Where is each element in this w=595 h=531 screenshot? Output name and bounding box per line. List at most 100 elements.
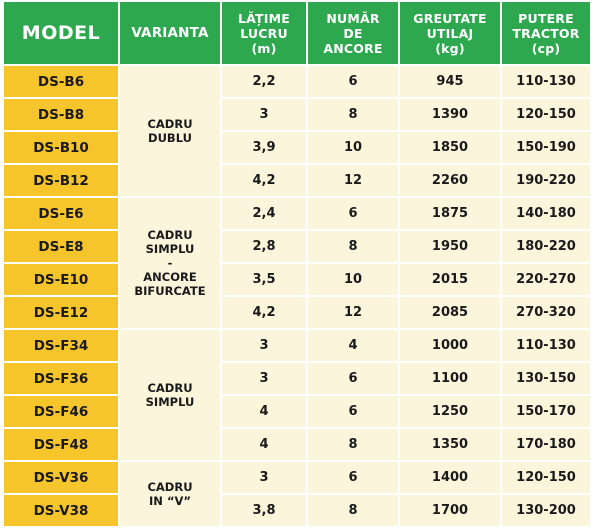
variant-label: CADRU SIMPLU xyxy=(145,381,195,409)
table-row: DS-F36 3 6 1100 130-150 xyxy=(4,363,592,396)
power-cell: 190-220 xyxy=(502,165,592,198)
header-row: MODEL VARIANTA LĂȚIME LUCRU (m) NUMĂR DE… xyxy=(4,2,592,66)
table-row: DS-F48 4 8 1350 170-180 xyxy=(4,429,592,462)
model-cell: DS-F48 xyxy=(4,429,120,462)
width-cell: 3,5 xyxy=(222,264,308,297)
anchors-cell: 10 xyxy=(308,132,400,165)
weight-cell: 1400 xyxy=(400,462,502,495)
width-cell: 4 xyxy=(222,396,308,429)
model-cell: DS-F34 xyxy=(4,330,120,363)
header-power-text: PUTERE TRACTOR (cp) xyxy=(512,10,580,56)
header-weight-text: GREUTATE UTILAJ (kg) xyxy=(413,10,487,56)
table-row: DS-E6 CADRU SIMPLU - ANCORE BIFURCATE 2,4 6… xyxy=(4,198,592,330)
model-cell: DS-V36 xyxy=(4,462,120,495)
anchors-cell: 6 xyxy=(308,396,400,429)
header-anchors: NUMĂR DE ANCORE xyxy=(308,2,400,66)
header-power: PUTERE TRACTOR (cp) xyxy=(502,2,592,66)
variant-cell: CADRU SIMPLU - ANCORE BIFURCATE xyxy=(120,198,222,330)
width-cell: 2,8 xyxy=(222,231,308,264)
table-row: DS-B12 4,2 12 2260 190-220 xyxy=(4,165,592,198)
model-cell: DS-B10 xyxy=(4,132,120,165)
model-cell: DS-B12 xyxy=(4,165,120,198)
anchors-cell: 8 xyxy=(308,99,400,132)
width-cell: 4 xyxy=(222,429,308,462)
weight-cell: 1000 xyxy=(400,330,502,363)
table-row: DS-B8 3 8 1390 120-150 xyxy=(4,99,592,132)
model-cell: DS-B8 xyxy=(4,99,120,132)
variant-cell: CADRU SIMPLU xyxy=(120,330,222,462)
width-cell: 2,4 xyxy=(222,198,308,231)
width-cell: 3 xyxy=(222,462,308,495)
power-cell: 120-150 xyxy=(502,99,592,132)
weight-cell: 1250 xyxy=(400,396,502,429)
power-cell: 140-180 xyxy=(502,198,592,231)
width-cell: 3,8 xyxy=(222,495,308,528)
power-cell: 130-150 xyxy=(502,363,592,396)
weight-cell: 1100 xyxy=(400,363,502,396)
header-width: LĂȚIME LUCRU (m) xyxy=(222,2,308,66)
weight-cell: 1700 xyxy=(400,495,502,528)
power-cell: 110-130 xyxy=(502,330,592,363)
model-cell: DS-E12 xyxy=(4,297,120,330)
anchors-cell: 12 xyxy=(308,165,400,198)
table-row: DS-E12 4,2 12 2085 270-320 xyxy=(4,297,592,330)
model-cell: DS-V38 xyxy=(4,495,120,528)
anchors-cell: 12 xyxy=(308,297,400,330)
model-cell: DS-F46 xyxy=(4,396,120,429)
weight-cell: 1875 xyxy=(400,198,502,231)
power-cell: 150-190 xyxy=(502,132,592,165)
power-cell: 270-320 xyxy=(502,297,592,330)
width-cell: 2,2 xyxy=(222,66,308,99)
model-cell: DS-E8 xyxy=(4,231,120,264)
anchors-cell: 6 xyxy=(308,66,400,99)
variant-label: CADRU SIMPLU - ANCORE BIFURCATE xyxy=(134,228,206,298)
weight-cell: 945 xyxy=(400,66,502,99)
weight-cell: 2085 xyxy=(400,297,502,330)
width-cell: 4,2 xyxy=(222,165,308,198)
spec-table: MODEL VARIANTA LĂȚIME LUCRU (m) NUMĂR DE… xyxy=(4,2,592,528)
anchors-cell: 8 xyxy=(308,429,400,462)
power-cell: 110-130 xyxy=(502,66,592,99)
model-cell: DS-E10 xyxy=(4,264,120,297)
anchors-cell: 10 xyxy=(308,264,400,297)
weight-cell: 1950 xyxy=(400,231,502,264)
header-variant: VARIANTA xyxy=(120,2,222,66)
header-model: MODEL xyxy=(4,2,120,66)
table-row: DS-E10 3,5 10 2015 220-270 xyxy=(4,264,592,297)
weight-cell: 1350 xyxy=(400,429,502,462)
weight-cell: 1850 xyxy=(400,132,502,165)
power-cell: 170-180 xyxy=(502,429,592,462)
table-row: DS-V38 3,8 8 1700 130-200 xyxy=(4,495,592,528)
variant-label: CADRU DUBLU xyxy=(147,117,193,145)
spec-table-body: DS-B6 CADRU DUBLU 2,2 6 945 110-130 DS-B8 3 8 139… xyxy=(4,66,592,528)
anchors-cell: 8 xyxy=(308,231,400,264)
variant-label: CADRU IN “V” xyxy=(147,480,193,508)
anchors-cell: 6 xyxy=(308,462,400,495)
model-cell: DS-B6 xyxy=(4,66,120,99)
header-width-text: LĂȚIME LUCRU (m) xyxy=(237,10,291,56)
power-cell: 120-150 xyxy=(502,462,592,495)
weight-cell: 2015 xyxy=(400,264,502,297)
model-cell: DS-E6 xyxy=(4,198,120,231)
table-row: DS-B10 3,9 10 1850 150-190 xyxy=(4,132,592,165)
table-row: DS-V36 CADRU IN “V” 3 6 1400 120-150 xyxy=(4,462,592,528)
anchors-cell: 8 xyxy=(308,495,400,528)
power-cell: 150-170 xyxy=(502,396,592,429)
width-cell: 4,2 xyxy=(222,297,308,330)
power-cell: 220-270 xyxy=(502,264,592,297)
weight-cell: 2260 xyxy=(400,165,502,198)
anchors-cell: 6 xyxy=(308,363,400,396)
anchors-cell: 6 xyxy=(308,198,400,231)
anchors-cell: 4 xyxy=(308,330,400,363)
table-row: DS-F46 4 6 1250 150-170 xyxy=(4,396,592,429)
table-row: DS-E8 2,8 8 1950 180-220 xyxy=(4,231,592,264)
width-cell: 3 xyxy=(222,363,308,396)
model-cell: DS-F36 xyxy=(4,363,120,396)
width-cell: 3 xyxy=(222,330,308,363)
power-cell: 130-200 xyxy=(502,495,592,528)
power-cell: 180-220 xyxy=(502,231,592,264)
variant-cell: CADRU IN “V” xyxy=(120,462,222,528)
variant-cell: CADRU DUBLU xyxy=(120,66,222,198)
header-anchors-text: NUMĂR DE ANCORE xyxy=(323,10,383,56)
